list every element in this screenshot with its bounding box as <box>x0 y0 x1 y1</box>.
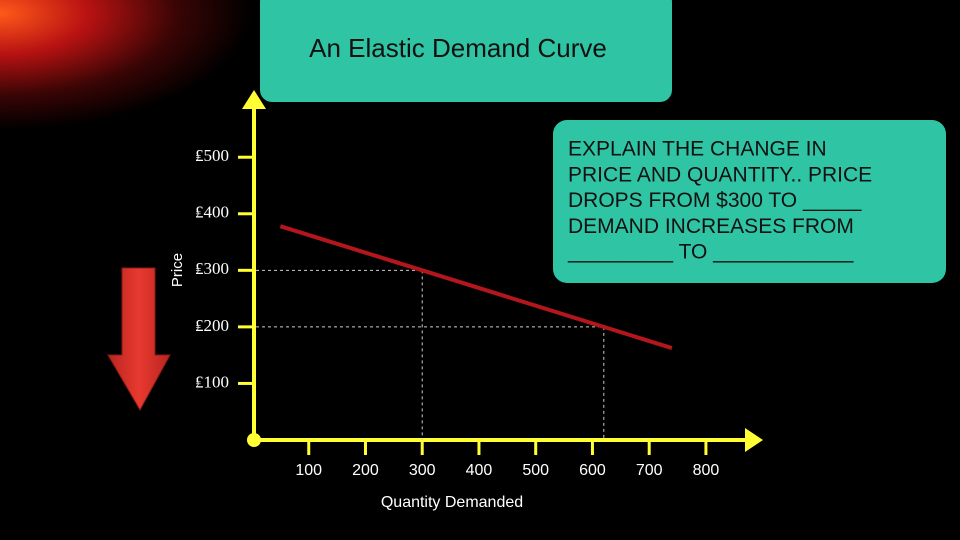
down-arrow <box>107 267 171 412</box>
x-tick-label: 100 <box>295 462 322 479</box>
y-tick-label: ₤200 <box>195 316 229 335</box>
y-axis-label: Price <box>169 253 186 287</box>
x-axis-arrow <box>745 428 763 452</box>
x-tick-label: 300 <box>409 462 436 479</box>
callout-line: _________ TO ____________ <box>567 241 854 264</box>
callout-line: DROPS FROM $300 TO _____ <box>568 189 862 212</box>
x-tick-label: 600 <box>579 462 606 479</box>
x-tick-label: 400 <box>466 462 493 479</box>
x-tick-label: 500 <box>522 462 549 479</box>
x-tick-label: 800 <box>693 462 720 479</box>
plot: ₤100 ₤200 ₤300 ₤400 ₤500 100 200 300 400 500 600 70… <box>195 90 763 479</box>
callout-line: EXPLAIN THE CHANGE IN <box>568 138 827 161</box>
callout-line: PRICE AND QUANTITY.. PRICE <box>568 163 872 186</box>
y-axis-arrow <box>242 90 266 109</box>
origin-dot <box>247 433 261 447</box>
y-tick-label: ₤400 <box>195 203 229 222</box>
callout-box <box>553 120 946 283</box>
y-tick-label: ₤100 <box>195 372 229 391</box>
demand-line <box>279 224 673 351</box>
callout-line: DEMAND INCREASES FROM <box>568 215 854 238</box>
y-tick-label: ₤500 <box>195 146 229 165</box>
y-tick-label: ₤300 <box>195 259 229 278</box>
x-axis-label: Quantity Demanded <box>381 494 523 511</box>
title-box <box>260 0 672 102</box>
x-tick-label: 700 <box>636 462 663 479</box>
x-tick-label: 200 <box>352 462 379 479</box>
chart-title: An Elastic Demand Curve <box>309 33 607 63</box>
